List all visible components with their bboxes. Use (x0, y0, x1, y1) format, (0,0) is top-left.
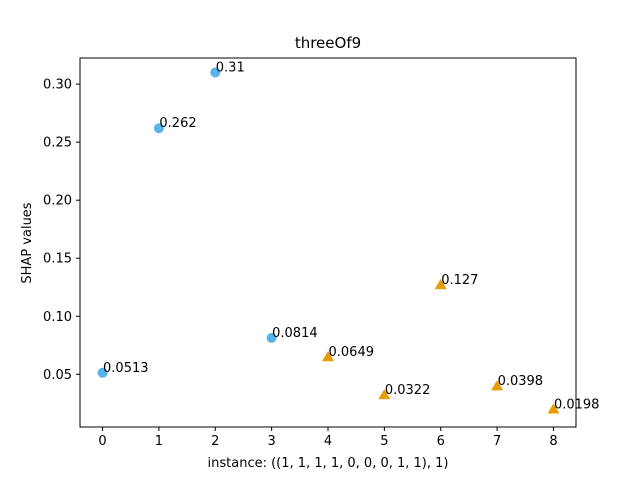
data-labels: 0.0513 0.262 0.31 0.0814 0.0649 0.0322 0.127 0.… (103, 61, 599, 413)
data-label: 0.0814 (272, 326, 318, 341)
data-label: 0.0513 (103, 361, 149, 376)
data-point-circle (266, 332, 277, 343)
data-point-circle (153, 123, 164, 134)
data-point-triangle (322, 351, 334, 362)
data-label: 0.0198 (554, 397, 600, 412)
data-point-circle (97, 367, 108, 378)
y-tick-label: 0.05 (43, 368, 72, 383)
x-tick-label: 6 (437, 434, 445, 449)
data-label: 0.0649 (329, 345, 375, 360)
x-tick-label: 8 (549, 434, 557, 449)
plot-frame (79, 57, 577, 428)
data-point-triangle (378, 388, 391, 400)
y-tick-label: 0.15 (43, 252, 72, 267)
data-label: 0.0398 (498, 374, 544, 389)
x-tick-label: 2 (211, 434, 219, 449)
data-point-triangle (434, 278, 447, 290)
data-label: 0.0322 (385, 383, 431, 398)
y-tick-label: 0.25 (43, 136, 72, 151)
data-point-triangle (491, 380, 504, 391)
data-point-circle (210, 67, 221, 78)
x-axis-title: instance: ((1, 1, 1, 1, 0, 0, 0, 1, 1), … (208, 456, 449, 471)
plot-points (97, 67, 560, 414)
x-tick-label: 5 (380, 434, 388, 449)
y-tick-label: 0.30 (43, 78, 72, 93)
data-label: 0.31 (216, 61, 245, 76)
x-tick-label: 0 (98, 434, 106, 449)
x-tick-label: 1 (155, 434, 163, 449)
data-point-triangle (547, 403, 560, 414)
data-label: 0.127 (441, 273, 478, 288)
x-tick-label: 4 (324, 434, 332, 449)
y-tick-label: 0.10 (43, 310, 72, 325)
x-tick-label: 3 (267, 434, 275, 449)
chart-title: threeOf9 (295, 34, 361, 52)
x-tick-label: 7 (493, 434, 501, 449)
y-axis-title: SHAP values (20, 202, 35, 283)
data-label: 0.262 (159, 116, 196, 131)
y-tick-label: 0.20 (43, 194, 72, 209)
x-axis: 0 1 2 3 4 5 6 7 8 (98, 427, 558, 449)
y-axis: 0.05 0.10 0.15 0.20 0.25 0.30 (43, 78, 80, 383)
